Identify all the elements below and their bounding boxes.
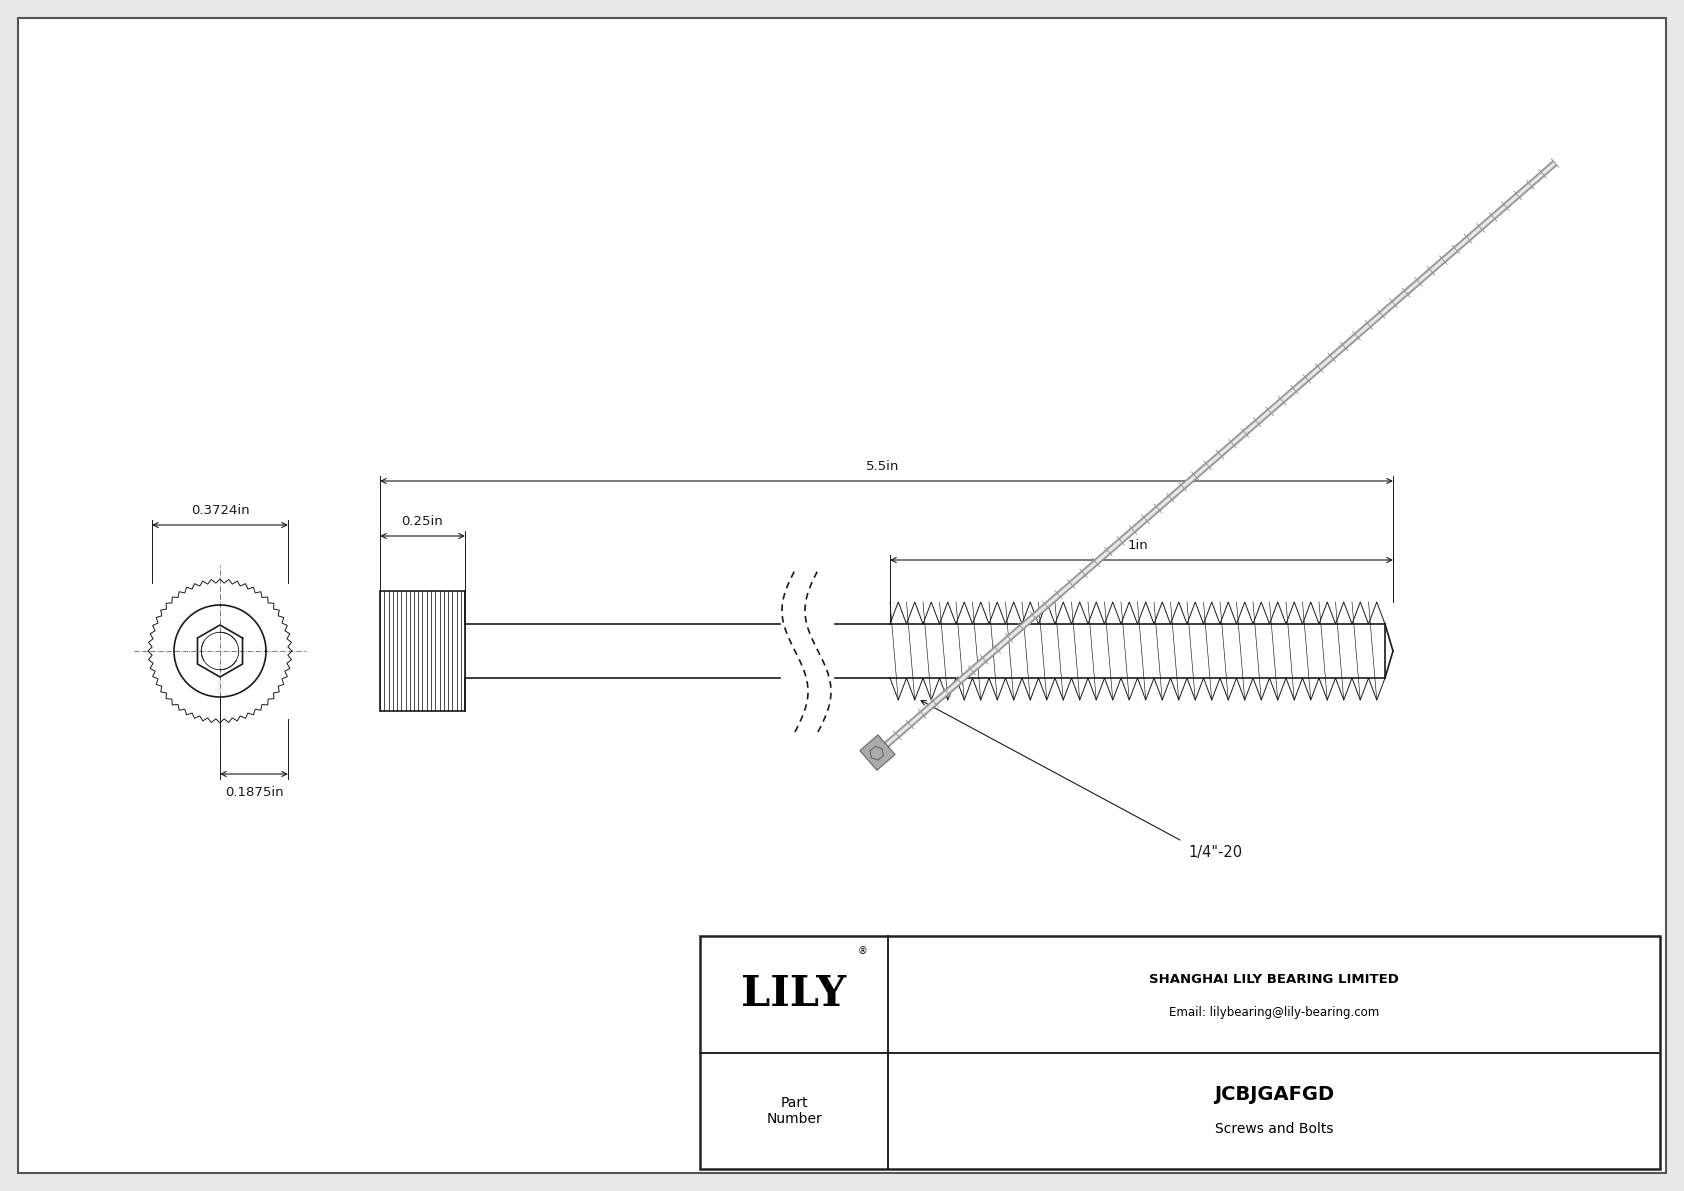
Text: Part
Number: Part Number: [766, 1096, 822, 1127]
Text: LILY: LILY: [741, 973, 847, 1016]
Text: Email: lilybearing@lily-bearing.com: Email: lilybearing@lily-bearing.com: [1169, 1006, 1379, 1019]
Text: 1/4"-20: 1/4"-20: [1187, 844, 1243, 860]
Text: Screws and Bolts: Screws and Bolts: [1214, 1122, 1334, 1136]
Bar: [381, 591, 465, 711]
Text: 1in: 1in: [1127, 540, 1148, 551]
Text: 0.1875in: 0.1875in: [224, 786, 283, 799]
Text: JCBJGAFGD: JCBJGAFGD: [1214, 1085, 1334, 1104]
Text: 0.25in: 0.25in: [401, 515, 443, 528]
Text: 5.5in: 5.5in: [866, 460, 899, 473]
Text: SHANGHAI LILY BEARING LIMITED: SHANGHAI LILY BEARING LIMITED: [1148, 973, 1399, 986]
Text: 0.3724in: 0.3724in: [190, 504, 249, 517]
Bar: [701, 936, 1660, 1170]
Text: ®: ®: [857, 947, 867, 956]
Polygon shape: [861, 735, 894, 771]
